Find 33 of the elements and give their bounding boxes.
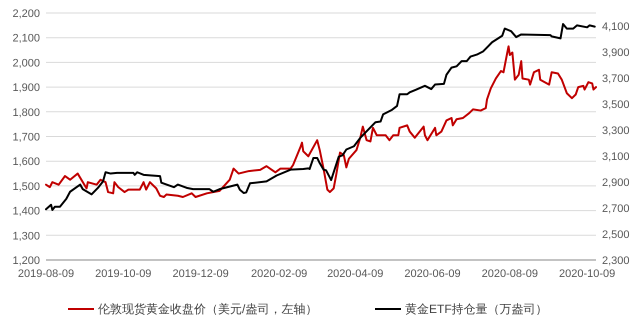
y-tick-label: 2,100	[12, 32, 40, 45]
y-tick-label: 1,700	[12, 132, 40, 144]
x-tick-label: 2019-12-09	[172, 268, 229, 280]
y-tick-label: 1,400	[12, 206, 40, 218]
legend-label: 黄金ETF持仓量（万盎司）	[405, 302, 548, 316]
y-tick-label: 1,600	[12, 156, 40, 168]
y2-tick-label: 2,500	[602, 229, 630, 241]
y2-tick-label: 3,300	[602, 125, 630, 137]
y-tick-label: 1,900	[12, 82, 40, 94]
y-tick-label: 1,200	[12, 255, 40, 267]
x-tick-label: 2020-02-09	[251, 268, 308, 280]
x-tick-label: 2020-04-09	[327, 268, 384, 280]
y2-tick-label: 2,300	[602, 255, 630, 267]
x-tick-label: 2019-08-09	[18, 268, 74, 280]
y-tick-label: 1,300	[12, 230, 40, 242]
y2-tick-label: 2,700	[602, 203, 630, 215]
y2-tick-label: 3,100	[602, 151, 630, 163]
line-series	[45, 45, 597, 198]
x-tick-label: 2020-06-09	[404, 268, 461, 280]
y2-tick-label: 3,500	[602, 99, 630, 111]
x-tick-label: 2019-10-09	[95, 268, 152, 280]
y2-tick-label: 3,700	[602, 73, 630, 85]
x-tick-label: 2020-10-09	[558, 268, 616, 280]
y-tick-label: 2,200	[12, 8, 40, 20]
y-tick-label: 1,800	[12, 106, 40, 119]
legend-label: 伦敦现货黄金收盘价（美元/盎司，左轴）	[98, 302, 318, 316]
x-tick-label: 2020-08-09	[482, 268, 538, 280]
y2-tick-label: 4,100	[602, 21, 630, 33]
line-series	[45, 23, 596, 211]
y-tick-label: 2,000	[12, 57, 40, 70]
y2-tick-label: 3,900	[602, 47, 630, 59]
y-tick-label: 1,500	[12, 180, 40, 193]
y2-tick-label: 2,900	[602, 177, 630, 189]
